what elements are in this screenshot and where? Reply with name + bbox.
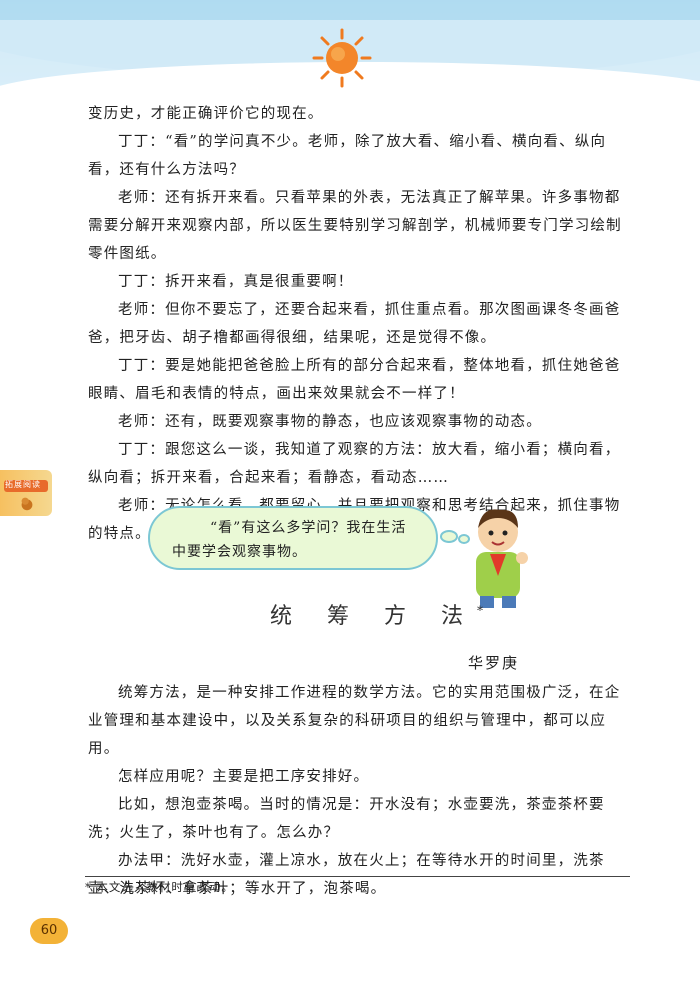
paragraph: 老师：还有拆开来看。只看苹果的外表，无法真正了解苹果。许多事物都需要分解开来观察… — [88, 190, 622, 262]
paragraph: 变历史，才能正确评价它的现在。 — [88, 106, 324, 122]
squirrel-icon — [21, 497, 33, 511]
paragraph: 丁丁：“看”的学问真不少。老师，除了放大看、缩小看、横向看、纵向看，还有什么方法… — [88, 134, 607, 178]
article-body: 统筹方法，是一种安排工作进程的数学方法。它的实用范围极广泛，在企业管理和基本建设… — [88, 679, 628, 903]
bubble-line: 中要学会观察事物。 — [172, 544, 307, 560]
article-title: 统 筹 方 法* — [270, 598, 483, 630]
article-author: 华罗庚 — [468, 654, 520, 672]
paragraph: 比如，想泡壶茶喝。当时的情况是：开水没有；水壶要洗，茶壶茶杯要洗；火生了，茶叶也… — [88, 797, 605, 841]
boy-illustration — [476, 509, 528, 608]
page-number: 60 — [30, 918, 68, 944]
paragraph: 老师：还有，既要观察事物的静态，也应该观察事物的动态。 — [118, 414, 542, 430]
side-tab-label: 拓展阅读 — [5, 480, 41, 489]
paragraph: 老师：但你不要忘了，还要合起来看，抓住重点看。那次图画课冬冬画爸爸，把牙齿、胡子… — [88, 302, 621, 346]
side-tab: 拓展阅读 — [0, 470, 52, 516]
paragraph: 丁丁：跟您这么一谈，我知道了观察的方法：放大看，缩小看；横向看，纵向看；拆开来看… — [88, 442, 621, 486]
bubble-dot — [458, 534, 470, 544]
sun-icon — [312, 28, 372, 88]
paragraph: 丁丁：拆开来看，真是很重要啊！ — [118, 274, 354, 290]
bubble-line: “看”有这么多学问？我在生活 — [210, 520, 407, 536]
paragraph: 办法甲：洗好水壶，灌上凉水，放在火上；在等待水开的时间里，洗茶壶、洗茶杯、拿茶叶… — [88, 853, 605, 897]
title-text: 统 筹 方 法 — [270, 604, 477, 629]
thought-bubble: “看”有这么多学问？我在生活 中要学会观察事物。 — [148, 506, 438, 570]
bubble-dot — [440, 530, 458, 543]
title-footnote-mark: * — [476, 603, 483, 618]
paragraph: 丁丁：要是她能把爸爸脸上所有的部分合起来看，整体地看，抓住她爸爸眼睛、眉毛和表情… — [88, 358, 621, 402]
paragraph: 统筹方法，是一种安排工作进程的数学方法。它的实用范围极广泛，在企业管理和基本建设… — [88, 685, 621, 757]
paragraph: 怎样应用呢？主要是把工序安排好。 — [118, 769, 370, 785]
footnote: * 本文选入教材时有改动。 — [85, 876, 630, 895]
dialogue-text: 变历史，才能正确评价它的现在。 丁丁：“看”的学问真不少。老师，除了放大看、缩小… — [88, 100, 628, 548]
